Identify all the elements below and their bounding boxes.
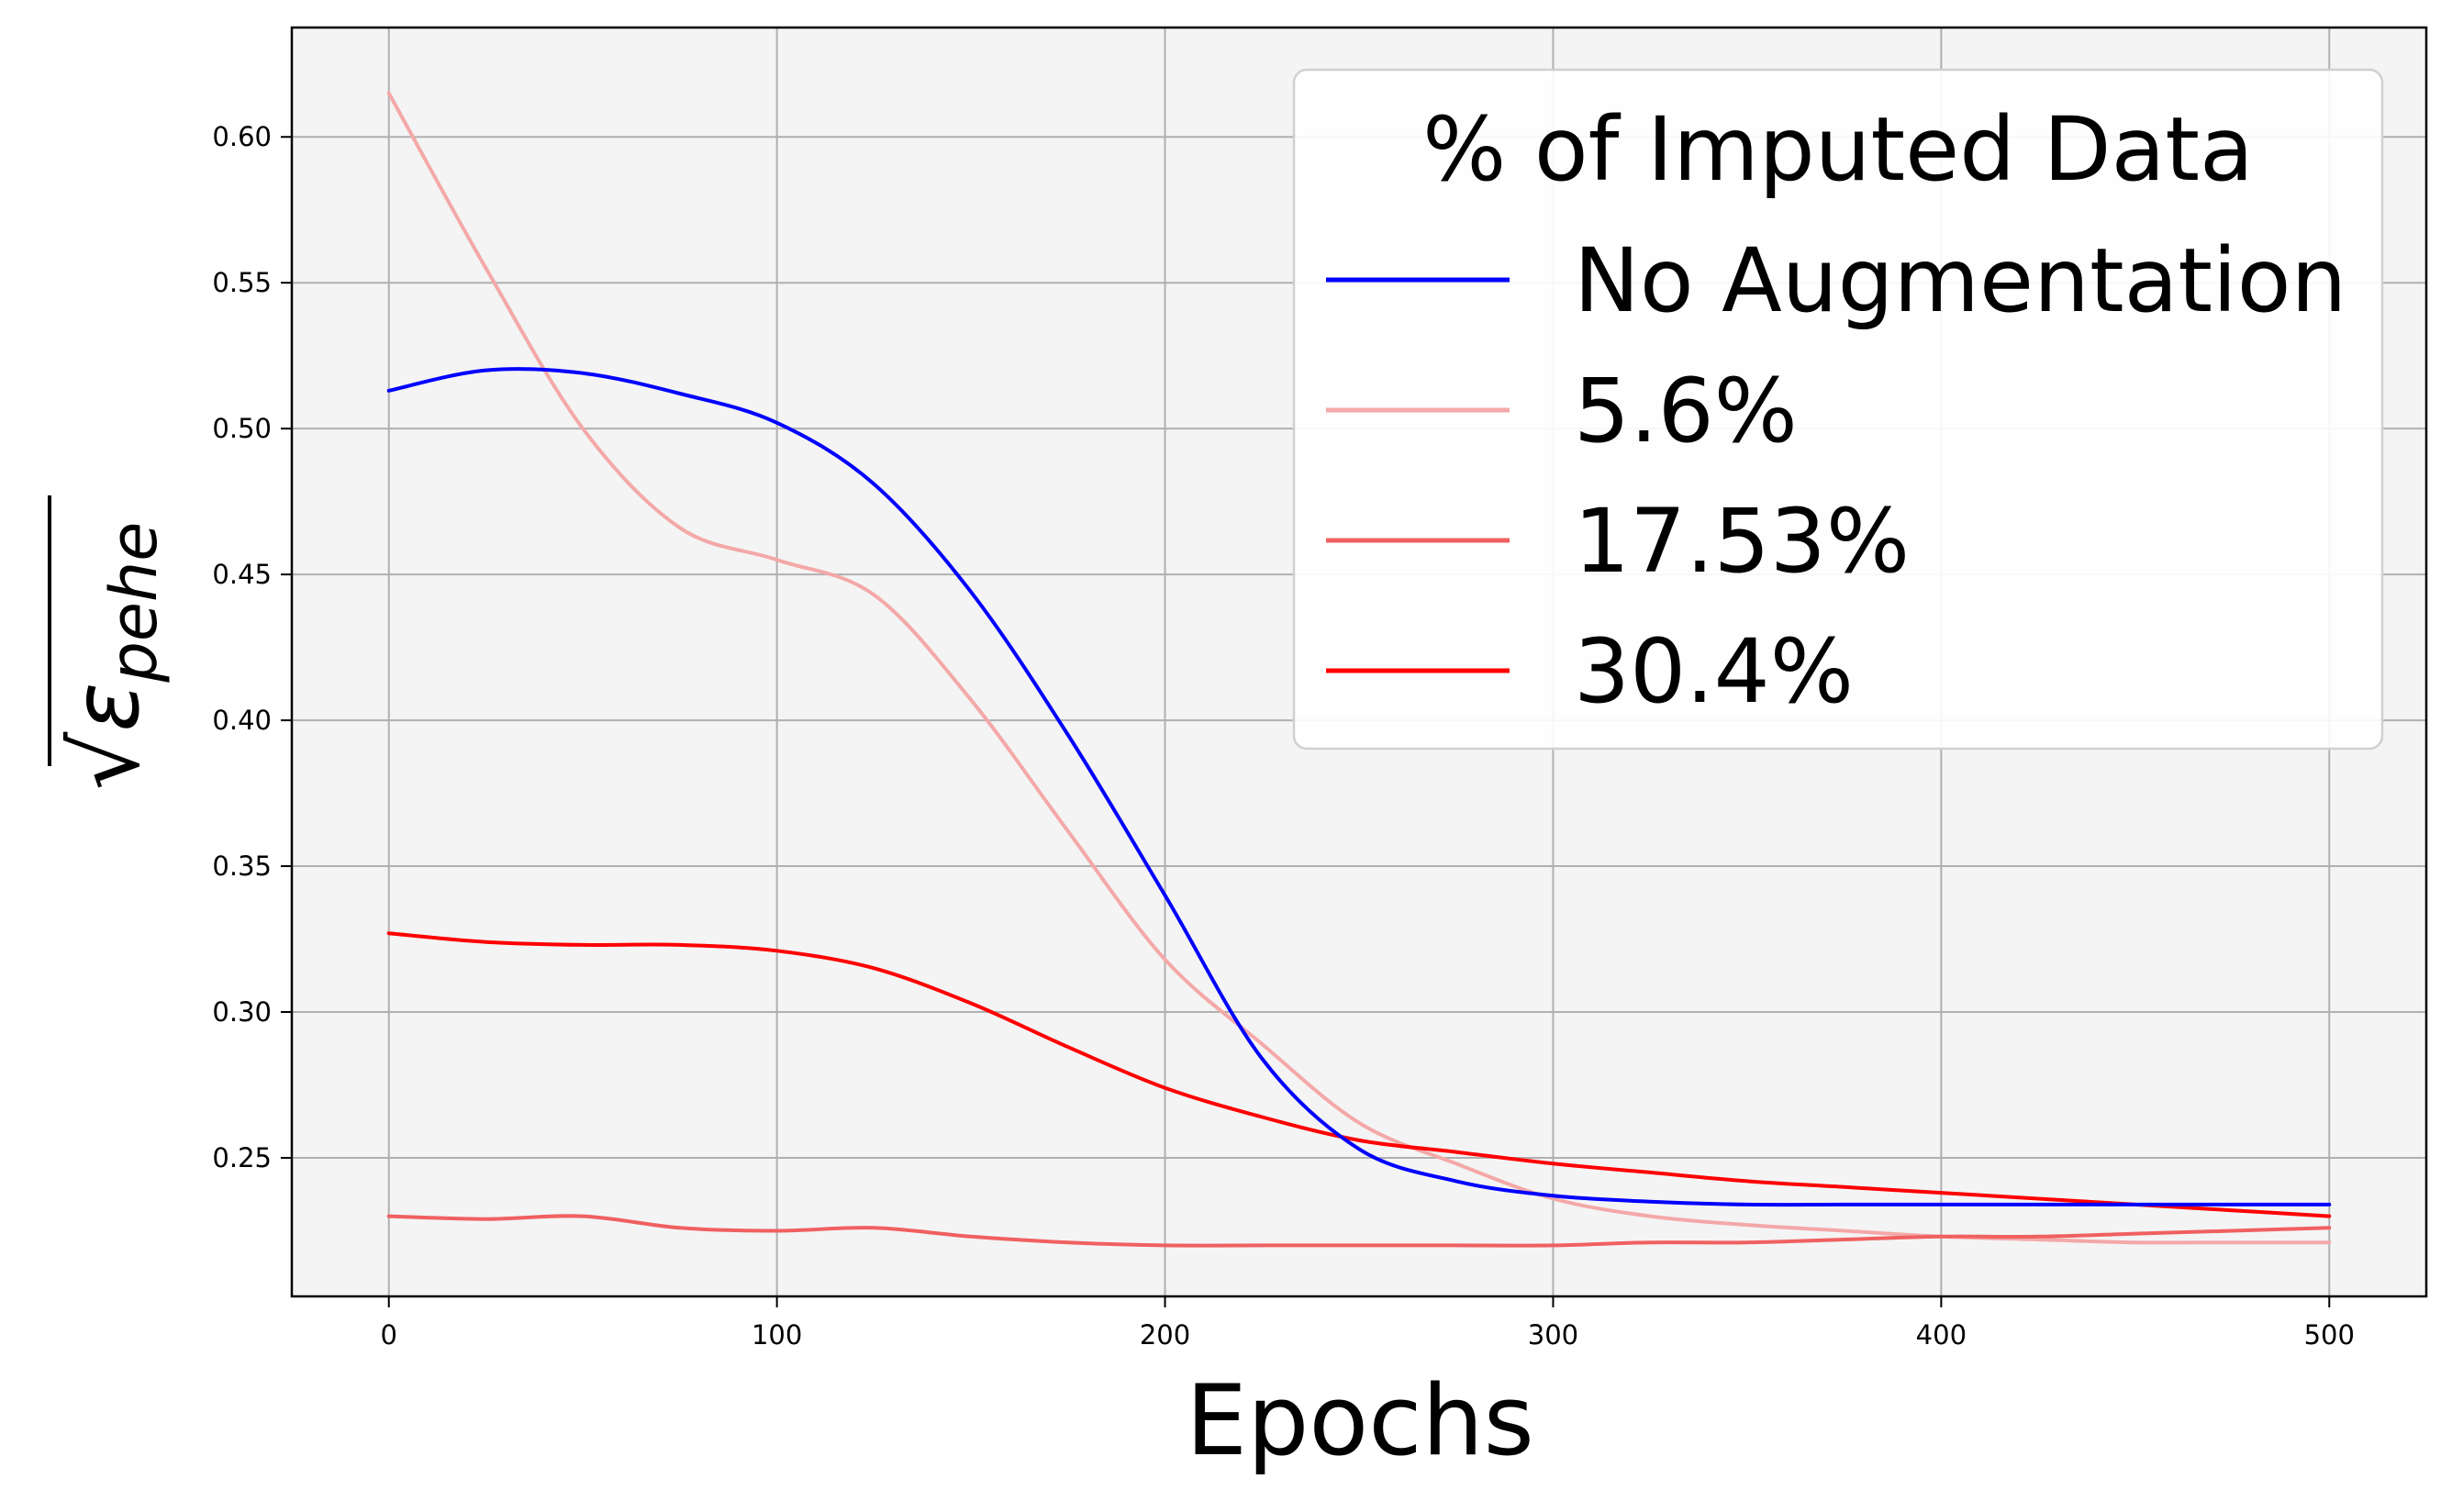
- x-tick-label: 500: [2304, 1319, 2355, 1351]
- legend-label-30-4: 30.4%: [1574, 620, 1854, 723]
- y-tick-label: 0.50: [212, 413, 272, 444]
- y-axis-label: √εpehe: [48, 495, 172, 791]
- y-tick-label: 0.55: [212, 267, 272, 298]
- x-tick-label: 200: [1140, 1319, 1190, 1351]
- y-axis-label-radical: √: [52, 731, 160, 790]
- series-line-30-4: [386, 931, 2332, 1218]
- legend-items: No Augmentation 5.6% 17.53% 30.4%: [1326, 229, 2346, 723]
- y-axis-ticks: 0.25 0.30 0.35 0.40 0.45 0.50 0.55 0.60: [212, 121, 292, 1173]
- series-line-17-53: [386, 1214, 2332, 1248]
- legend-box: [1292, 68, 2384, 750]
- svg-text:√εpehe: √εpehe: [52, 522, 172, 791]
- x-tick-label: 0: [381, 1319, 397, 1351]
- legend-label-17-53: 17.53%: [1574, 490, 1910, 593]
- x-tick-label: 400: [1916, 1319, 1967, 1351]
- legend-title: % of Imputed Data: [1422, 98, 2254, 201]
- x-axis-label: Epochs: [1186, 1364, 1534, 1477]
- legend-label-no-augmentation: No Augmentation: [1574, 229, 2346, 332]
- y-axis-label-subscript: pehe: [96, 522, 172, 684]
- y-tick-label: 0.60: [212, 121, 272, 152]
- y-tick-label: 0.45: [212, 559, 272, 590]
- series-line-no-augmentation: [386, 367, 2332, 1207]
- x-axis-ticks: 0 100 200 300 400 500: [381, 1296, 2355, 1351]
- x-tick-label: 100: [752, 1319, 802, 1351]
- x-tick-label: 300: [1528, 1319, 1578, 1351]
- y-tick-label: 0.35: [212, 850, 272, 882]
- legend-label-5-6: 5.6%: [1574, 360, 1798, 462]
- y-tick-label: 0.25: [212, 1142, 272, 1173]
- y-tick-label: 0.40: [212, 705, 272, 736]
- series-lines: [386, 91, 2332, 1248]
- plot-frame: [290, 26, 2428, 1298]
- legend: % of Imputed Data No Augmentation 5.6% 17.…: [1292, 68, 2384, 750]
- y-tick-label: 0.30: [212, 996, 272, 1028]
- y-axis-label-symbol: ε: [52, 683, 160, 732]
